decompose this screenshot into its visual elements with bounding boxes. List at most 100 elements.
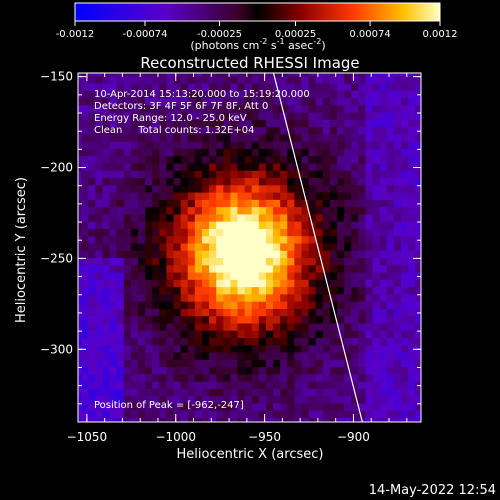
heatmap-cell [166,243,176,253]
heatmap-cell [137,185,147,194]
heatmap-cell [102,221,112,231]
heatmap-cell [280,272,289,282]
heatmap-cell [95,338,104,347]
heatmap-cell [393,83,403,93]
heatmap-cell [422,258,431,267]
heatmap-cell [415,323,421,333]
heatmap-cell [152,105,161,114]
heatmap-cell [109,90,119,100]
heatmap-cell [422,91,431,100]
heatmap-cell [329,352,339,362]
heatmap-cell [365,228,375,238]
heatmap-cell [422,418,431,427]
heatmap-cell [273,199,282,209]
heatmap-cell [294,105,303,114]
heatmap-cell [194,352,204,362]
heatmap-cell [372,76,382,85]
heatmap-cell [209,90,218,100]
heatmap-cell [365,396,375,405]
heatmap-cell [145,352,154,362]
heatmap-cell [379,381,389,391]
heatmap-cell [145,258,154,267]
heatmap-cell [137,156,147,165]
heatmap-cell [365,287,375,296]
heatmap-cell [88,236,97,245]
heatmap-cell [301,112,311,122]
heatmap-cell [145,207,154,216]
heatmap-cell [223,272,232,282]
heatmap-cell [251,250,261,260]
heatmap-cell [116,185,126,194]
heatmap-cell [265,338,275,347]
heatmap-cell [344,163,353,173]
heatmap-cell [294,279,303,289]
heatmap-cell [322,228,332,238]
heatmap-cell [358,330,367,340]
heatmap-cell [365,316,375,325]
heatmap-cell [109,105,119,114]
heatmap-cell [265,374,275,383]
heatmap-cell [230,308,239,318]
heatmap-cell [102,228,112,238]
heatmap-cell [301,403,311,413]
heatmap-cell [287,367,296,376]
heatmap-cell [102,352,112,362]
heatmap-cell [159,76,168,85]
heatmap-cell [358,345,367,354]
heatmap-cell [401,214,410,224]
heatmap-cell [422,411,431,420]
heatmap-cell [408,279,417,289]
heatmap-cell [301,330,311,340]
heatmap-cell [81,134,90,144]
heatmap-cell [372,83,382,93]
heatmap-cell [159,330,168,340]
heatmap-cell [315,352,325,362]
heatmap-cell [88,90,97,100]
heatmap-cell [244,178,254,187]
heatmap-cell [109,112,119,122]
heatmap-cell [365,105,375,114]
heatmap-cell [308,316,318,325]
heatmap-cell [216,98,225,107]
heatmap-cell [337,163,346,173]
heatmap-cell [173,287,183,296]
heatmap-cell [201,316,211,325]
heatmap-cell [265,178,275,187]
heatmap-cell [123,396,133,405]
heatmap-cell [137,134,147,144]
heatmap-cell [95,83,104,93]
heatmap-cell [166,207,176,216]
heatmap-cell [315,258,325,267]
heatmap-cell [244,73,254,78]
heatmap-cell [194,112,204,122]
heatmap-cell [130,214,140,224]
heatmap-cell [223,410,232,420]
heatmap-cell [166,236,176,245]
heatmap-cell [344,388,353,398]
heatmap-cell [280,287,289,296]
heatmap-cell [209,396,218,405]
heatmap-cell [201,141,211,151]
heatmap-cell [372,134,382,144]
heatmap-cell [88,141,97,151]
heatmap-cell [294,294,303,303]
heatmap-cell [322,112,332,122]
heatmap-cell [415,105,421,114]
heatmap-cell [152,236,161,245]
heatmap-cell [379,272,389,282]
heatmap-cell [88,410,97,420]
heatmap-cell [273,272,282,282]
heatmap-cell [95,127,104,136]
heatmap-cell [273,396,282,405]
heatmap-cell [216,73,225,78]
heatmap-cell [81,301,90,311]
heatmap-cell [230,388,239,398]
heatmap-cell [216,359,225,369]
heatmap-cell [273,279,282,289]
heatmap-cell [123,272,133,282]
heatmap-cell [315,163,325,173]
heatmap-cell [201,330,211,340]
heatmap-cell [166,367,176,376]
heatmap-cell [123,148,133,158]
heatmap-cell [159,127,168,136]
